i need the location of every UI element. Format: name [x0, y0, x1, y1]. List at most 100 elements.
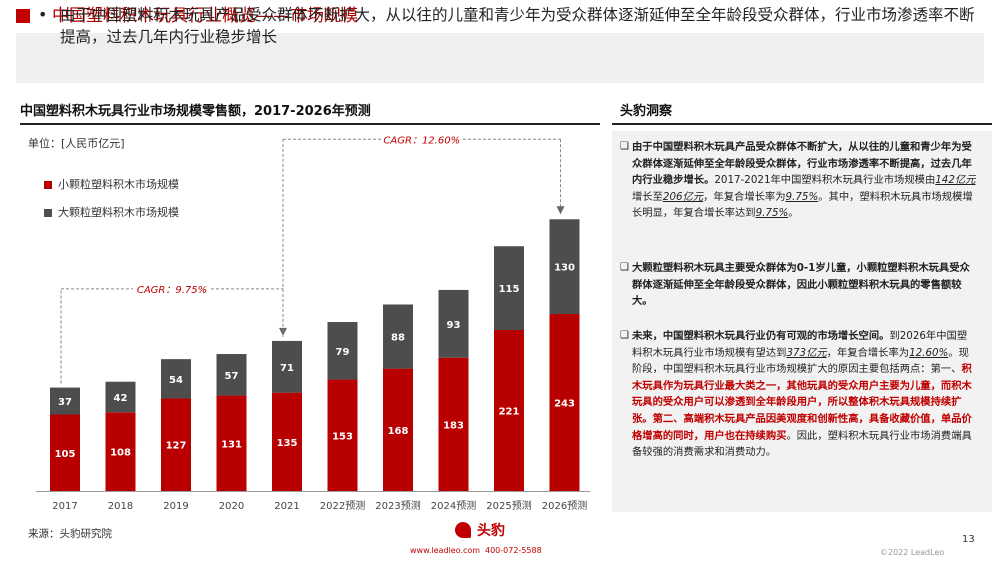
insight-bullet-2: ❑: [620, 262, 629, 273]
insight-bullet-1: ❑: [620, 141, 629, 152]
insight-title-rule: [612, 123, 992, 125]
data-label-small-7: 183: [443, 420, 464, 431]
bar-small-3: [216, 395, 247, 491]
insight-3-lead: 未来，中国塑料积木玩具行业仍有可观的市场增长空间。: [632, 330, 890, 342]
bar-large-2: [161, 359, 191, 399]
chart-title-rule: [20, 123, 600, 125]
legend-swatch-small: [44, 181, 52, 189]
bar-large-6: [383, 304, 413, 369]
bar-large-4: [272, 340, 302, 393]
insight-1-a: 2017-2021年中国塑料积木玩具行业市场规模由: [714, 174, 936, 187]
data-label-small-0: 105: [55, 449, 76, 460]
bar-small-2: [161, 398, 191, 491]
data-label-small-9: 243: [554, 398, 575, 409]
x-tick-label-7: 2024预测: [431, 499, 476, 512]
data-label-small-5: 153: [332, 431, 353, 442]
data-label-large-6: 88: [391, 333, 405, 344]
page-title: 中国塑料积木玩具行业概览——市场规模: [52, 6, 358, 26]
x-tick-label-6: 2023预测: [375, 499, 420, 512]
cagr-0-label-bg: [133, 280, 211, 297]
insight-1-v1: 142亿元: [935, 174, 976, 187]
data-label-small-4: 135: [277, 438, 298, 449]
bar-small-8: [494, 330, 524, 491]
bar-small-9: [549, 313, 580, 491]
bar-large-7: [438, 289, 469, 358]
data-label-large-3: 57: [225, 371, 239, 382]
x-tick-label-9: 2026预测: [542, 499, 587, 512]
bar-small-0: [50, 414, 80, 491]
insight-1-e: 。: [788, 207, 799, 220]
bar-large-3: [216, 354, 247, 396]
insight-3-a: 到2026年中国塑料积木玩具行业市场规模有望达到: [632, 330, 968, 359]
insight-3-v1: 373亿元: [786, 346, 827, 359]
logo-mark-icon: [455, 522, 471, 538]
bar-small-4: [272, 392, 302, 491]
data-label-small-1: 108: [110, 448, 131, 459]
title-bar: 中国塑料积木玩具行业概览——市场规模: [0, 0, 1000, 30]
insight-title: 头豹洞察: [620, 104, 673, 119]
insight-3-c: 。现阶段，中国塑料积木玩具行业市场规模扩大的原因主要包括两点：第一、: [632, 346, 969, 376]
insight-3-red: 积木玩具作为玩具行业最大类之一，其他玩具的受众用户主要为儿童，而积木玩具的受众用…: [632, 363, 972, 442]
legend-swatch-large: [44, 209, 52, 217]
insight-1-b: 增长至: [632, 190, 663, 203]
stacked-bar-chart: 105 37 2017 108 42 2018 127 54 2019 131 57 2020 135 7…: [36, 131, 590, 512]
data-label-large-8: 115: [499, 284, 520, 295]
data-label-large-7: 93: [447, 320, 461, 331]
insight-1-d: 。其中，塑料积木玩具市场规模增长明显，年复合增长率达到: [632, 190, 973, 220]
cagr-1-arrow-icon: [556, 206, 565, 215]
cagr-0-label: CAGR：9.75%: [137, 285, 207, 296]
legend-label-small: 小颗粒塑料积木市场规模: [58, 178, 179, 191]
cagr-1-label: CAGR：12.60%: [383, 135, 460, 146]
summary-bullet: •: [38, 5, 48, 24]
footer-phone: 400-072-5588: [485, 546, 542, 555]
page-number: 13: [962, 534, 975, 545]
insight-1-lead: 由于中国塑料积木玩具产品受众群体不断扩大，从以往的儿童和青少年为受众群体逐渐延伸…: [632, 141, 972, 187]
cagr-1-label-bg: [382, 131, 461, 148]
insight-1-v2: 206亿元: [662, 190, 704, 203]
x-tick-label-1: 2018: [108, 501, 133, 512]
data-label-large-1: 42: [114, 393, 128, 404]
summary-box: [16, 33, 984, 83]
data-label-small-2: 127: [166, 441, 187, 452]
bar-large-1: [105, 381, 136, 413]
data-label-large-5: 79: [336, 347, 350, 358]
bar-small-5: [327, 379, 358, 491]
legend-label-large: 大颗粒塑料积木市场规模: [58, 206, 179, 219]
insight-paragraph-1: 由于中国塑料积木玩具产品受众群体不断扩大，从以往的儿童和青少年为受众群体逐渐延伸…: [632, 139, 977, 222]
insight-paragraph-2: 大颗粒塑料积木玩具主要受众群体为0-1岁儿童，小颗粒塑料积木玩具受众群体逐渐延伸…: [632, 262, 970, 308]
bar-large-8: [494, 246, 524, 331]
x-tick-label-5: 2022预测: [320, 499, 365, 512]
brand-logo: 头豹: [455, 520, 535, 540]
insight-paragraph-3: 未来，中国塑料积木玩具行业仍有可观的市场增长空间。到2026年中国塑料积木玩具行…: [632, 328, 977, 461]
bar-small-7: [438, 357, 469, 491]
insight-1-v3: 9.75%: [785, 190, 819, 203]
x-tick-label-0: 2017: [52, 501, 77, 512]
summary-text: 由于中国塑料积木玩具产品受众群体不断扩大，从以往的儿童和青少年为受众群体逐渐延伸…: [60, 6, 975, 46]
copyright: ©2022 LeadLeo: [880, 548, 945, 557]
insight-bullet-3: ❑: [620, 330, 629, 341]
bar-large-5: [327, 321, 358, 380]
data-label-large-0: 37: [58, 397, 72, 408]
data-label-small-3: 131: [221, 439, 242, 450]
insight-box: [612, 131, 992, 512]
x-tick-label-4: 2021: [274, 501, 299, 512]
bar-small-6: [383, 368, 413, 491]
data-label-small-6: 168: [388, 426, 409, 437]
x-tick-label-8: 2025预测: [486, 499, 531, 512]
bar-large-9: [549, 219, 580, 314]
footer-website[interactable]: www.leadleo.com: [410, 546, 481, 555]
source-note: 来源：头豹研究院: [28, 528, 112, 540]
insight-3-v2: 12.60%: [909, 346, 949, 359]
bar-large-0: [50, 387, 80, 415]
bar-small-1: [105, 412, 136, 491]
title-marker: [16, 9, 30, 23]
data-label-large-9: 130: [554, 263, 575, 274]
logo-text: 头豹: [477, 523, 505, 539]
chart-title: 中国塑料积木玩具行业市场规模零售额，2017-2026年预测: [20, 104, 371, 119]
x-tick-label-3: 2020: [219, 501, 244, 512]
insight-3-b: ，年复合增长率为: [826, 346, 910, 359]
insight-1-v4: 9.75%: [755, 207, 789, 220]
x-tick-label-2: 2019: [163, 501, 188, 512]
data-label-large-4: 71: [280, 363, 294, 374]
data-label-large-2: 54: [169, 375, 183, 386]
